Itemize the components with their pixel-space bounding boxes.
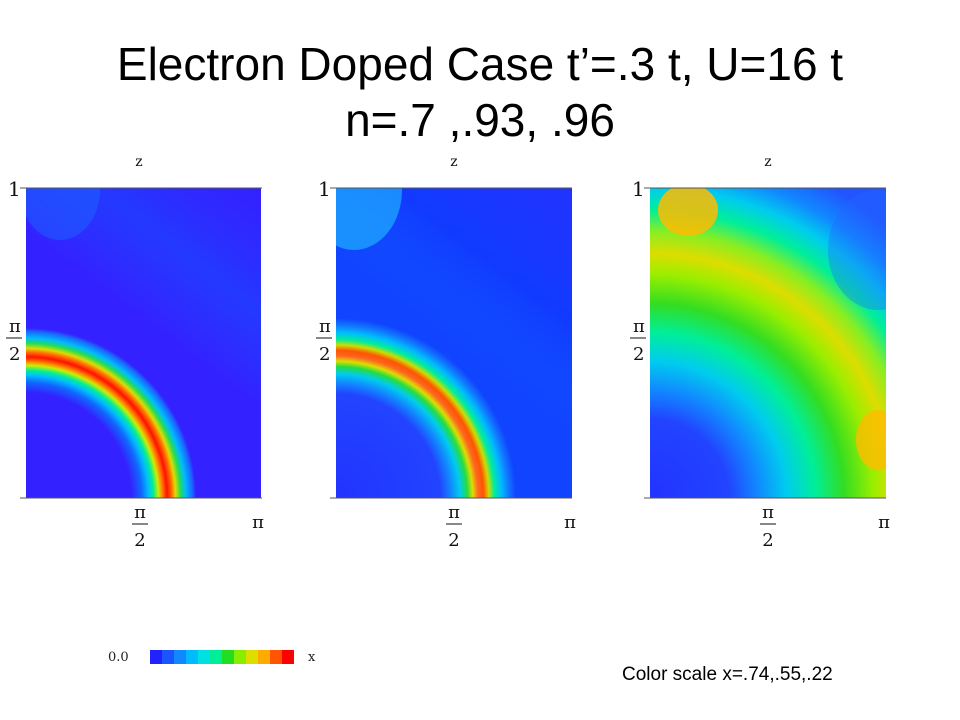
y-tick-mid-den-1: 2 [9, 344, 20, 365]
colorbar-swatch [210, 650, 222, 664]
heatmap-svg-1: z 1 π 2 π 2 π [6, 154, 264, 551]
colorbar-swatch [258, 650, 270, 664]
y-tick-mid-num-2: π [319, 316, 331, 337]
y-tick-mid-den-2: 2 [319, 344, 330, 365]
title-line-1: Electron Doped Case t’=.3 t, U=16 t [116, 38, 844, 90]
x-tick-mid-num-1: π [134, 502, 146, 523]
colorbar-swatch [174, 650, 186, 664]
colorbar-swatch [186, 650, 198, 664]
x-tick-end-3: π [878, 512, 890, 533]
y-tick-top-3: 1 [632, 177, 645, 201]
top-label-1: z [135, 154, 142, 170]
colorbar-swatches [150, 650, 294, 664]
heatmap-svg-3: z 1 π 2 π 2 π [630, 154, 890, 551]
x-tick-end-1: π [252, 512, 264, 533]
colorbar-swatch [234, 650, 246, 664]
colorbar-swatch [162, 650, 174, 664]
top-label-3: z [764, 154, 771, 170]
x-tick-mid-num-3: π [762, 502, 774, 523]
colorbar-swatch [246, 650, 258, 664]
y-tick-mid-num-3: π [633, 316, 645, 337]
y-tick-top-2: 1 [318, 177, 331, 201]
heatmap-panel-3: z 1 π 2 π 2 π [628, 150, 908, 570]
heatmap-panel-1: z 1 π 2 π 2 π [0, 150, 280, 570]
colorbar-swatch [270, 650, 282, 664]
y-tick-top-1: 1 [8, 177, 21, 201]
colorbar-swatch [198, 650, 210, 664]
title-line-2: n=.7 ,.93, .96 [345, 94, 615, 146]
color-scale-note: Color scale x=.74,.55,.22 [622, 664, 833, 685]
y-tick-mid-num-1: π [9, 316, 21, 337]
x-tick-mid-num-2: π [448, 502, 460, 523]
x-tick-mid-den-3: 2 [762, 530, 773, 551]
colorbar-swatch [282, 650, 294, 664]
colorbar-swatch [222, 650, 234, 664]
y-tick-mid-den-3: 2 [633, 344, 644, 365]
heatmap-svg-2: z 1 π 2 π 2 π [316, 154, 576, 551]
x-tick-end-2: π [564, 512, 576, 533]
colorbar-max-label: x [308, 650, 316, 665]
x-tick-mid-den-2: 2 [448, 530, 459, 551]
colorbar-min-label: 0.0 [108, 650, 129, 665]
heatmap-panel-2: z 1 π 2 π 2 π [314, 150, 594, 570]
slide-title: Electron Doped Case t’=.3 t, U=16 t n=.7… [0, 36, 960, 148]
top-label-2: z [450, 154, 457, 170]
colorbar: 0.0 x [108, 648, 348, 672]
x-tick-mid-den-1: 2 [134, 530, 145, 551]
colorbar-swatch [150, 650, 162, 664]
